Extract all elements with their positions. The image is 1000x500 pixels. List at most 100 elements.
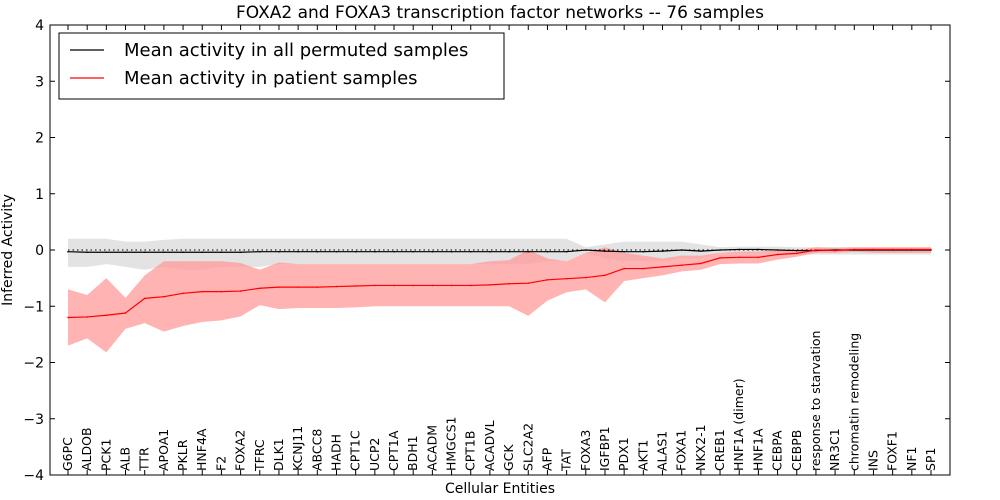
y-tick-label: −2	[23, 356, 44, 372]
x-tick-label: NKX2-1	[693, 424, 708, 471]
y-tick-label: 4	[35, 18, 44, 34]
series-line-patient	[67, 248, 931, 319]
x-tick-label: PCK1	[98, 439, 113, 471]
point-patient	[738, 256, 741, 259]
point-patient	[182, 292, 184, 295]
point-permuted	[374, 250, 376, 253]
x-tick-label: CEBPB	[789, 430, 804, 471]
point-permuted	[239, 251, 242, 254]
x-tick-label: ABCC8	[309, 429, 324, 471]
point-permuted	[680, 249, 683, 251]
x-tick-label: AFP	[539, 447, 554, 471]
point-permuted	[335, 250, 338, 253]
point-permuted	[67, 250, 69, 253]
plot-area	[67, 238, 932, 353]
point-patient	[469, 284, 472, 287]
point-patient	[258, 287, 261, 290]
point-patient	[431, 284, 434, 287]
point-patient	[297, 286, 299, 288]
x-tick-label: FOXA1	[674, 430, 689, 471]
point-patient	[239, 290, 242, 292]
x-tick-label: AKT1	[635, 440, 650, 471]
point-patient	[815, 249, 817, 251]
x-tick-label: HNF1A	[750, 428, 765, 471]
x-tick-label: FOXF1	[885, 431, 900, 471]
y-tick-label: −1	[23, 299, 44, 315]
x-tick-label: G6PC	[60, 437, 75, 471]
point-patient	[163, 295, 165, 298]
point-permuted	[393, 250, 395, 253]
point-patient	[201, 290, 204, 293]
point-patient	[316, 286, 319, 288]
point-permuted	[182, 251, 184, 254]
x-tick-label: BDH1	[405, 435, 420, 471]
point-patient	[86, 316, 88, 318]
point-permuted	[585, 249, 587, 251]
point-patient	[565, 277, 568, 280]
x-tick-label: F2	[213, 456, 228, 471]
x-tick-label: response to starvation	[808, 331, 823, 472]
point-permuted	[469, 250, 472, 253]
x-tick-label: chromatin remodeling	[846, 333, 861, 471]
point-patient	[795, 252, 798, 255]
point-patient	[143, 297, 146, 300]
point-patient	[527, 282, 530, 284]
point-patient	[354, 285, 357, 287]
point-permuted	[527, 250, 530, 253]
point-permuted	[354, 250, 357, 253]
point-permuted	[604, 250, 606, 252]
x-tick-label: CEBPA	[770, 430, 785, 471]
y-tick-label: 2	[35, 131, 44, 147]
x-tick-label: CPT1C	[348, 430, 363, 471]
point-permuted	[719, 249, 721, 251]
band-patient	[68, 247, 931, 353]
point-permuted	[220, 251, 223, 254]
y-tick-label: 3	[35, 74, 44, 90]
legend-label-permuted: Mean activity in all permuted samples	[124, 40, 468, 61]
x-tick-label: ALDOB	[79, 427, 94, 471]
x-tick-label: FOXA3	[578, 430, 593, 471]
x-tick-label: HADH	[328, 434, 343, 471]
point-patient	[604, 274, 606, 277]
x-tick-label: GCK	[501, 444, 516, 471]
point-permuted	[258, 250, 261, 253]
point-permuted	[201, 251, 204, 254]
point-patient	[719, 257, 721, 259]
point-patient	[546, 279, 549, 281]
x-tick-label: DLK1	[271, 438, 286, 471]
x-tick-label: ALAS1	[655, 431, 670, 471]
x-tick-label: HNF4A	[194, 428, 209, 471]
point-permuted	[623, 250, 625, 253]
y-tick-label: −3	[23, 412, 44, 428]
point-permuted	[508, 250, 510, 253]
point-patient	[776, 253, 779, 256]
x-tick-label: PDX1	[616, 437, 631, 471]
x-tick-label: TFRC	[252, 439, 267, 472]
point-patient	[623, 267, 625, 270]
x-tick-label: IGFBP1	[597, 426, 612, 471]
point-patient	[642, 267, 645, 270]
x-tick-label: SP1	[923, 448, 938, 471]
point-permuted	[412, 250, 415, 253]
band-permuted	[68, 238, 931, 270]
series-line-permuted	[67, 248, 931, 253]
point-permuted	[776, 249, 779, 251]
x-tick-label: APOA1	[156, 429, 171, 471]
point-patient	[700, 262, 702, 265]
point-patient	[393, 284, 395, 287]
point-patient	[508, 282, 510, 285]
point-patient	[585, 276, 587, 279]
point-permuted	[163, 251, 165, 254]
point-permuted	[124, 251, 127, 254]
legend-label-patient: Mean activity in patient samples	[124, 68, 418, 89]
point-permuted	[795, 249, 798, 252]
point-permuted	[297, 250, 299, 253]
point-patient	[220, 290, 223, 293]
x-tick-label: TAT	[559, 449, 574, 472]
point-patient	[872, 248, 875, 251]
point-patient	[278, 286, 280, 288]
point-patient	[412, 284, 415, 287]
point-patient	[124, 312, 127, 314]
x-tick-label: HMGCS1	[444, 417, 459, 472]
legend-box	[58, 32, 505, 100]
